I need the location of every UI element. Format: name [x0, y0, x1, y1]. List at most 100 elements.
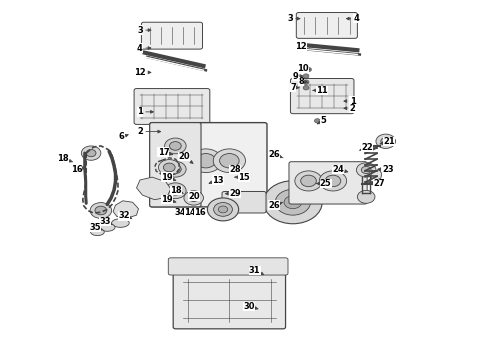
- Circle shape: [163, 163, 175, 172]
- Text: 24: 24: [332, 165, 348, 174]
- Circle shape: [356, 163, 376, 177]
- Text: 14: 14: [184, 208, 196, 217]
- Text: 13: 13: [209, 176, 224, 185]
- Circle shape: [284, 196, 302, 209]
- FancyBboxPatch shape: [150, 123, 267, 207]
- FancyBboxPatch shape: [173, 271, 286, 329]
- Circle shape: [303, 80, 309, 84]
- Circle shape: [306, 67, 312, 72]
- Ellipse shape: [99, 224, 115, 231]
- Text: 20: 20: [188, 192, 200, 201]
- Circle shape: [190, 149, 222, 172]
- Text: 7: 7: [290, 83, 299, 92]
- Text: 25: 25: [317, 179, 332, 188]
- Circle shape: [90, 203, 112, 219]
- Circle shape: [207, 198, 239, 221]
- Text: 6: 6: [119, 132, 128, 141]
- Text: 5: 5: [318, 116, 326, 125]
- Text: 9: 9: [293, 72, 303, 81]
- Text: 8: 8: [298, 77, 308, 86]
- Circle shape: [325, 175, 341, 187]
- Text: 15: 15: [235, 173, 250, 182]
- Circle shape: [170, 165, 181, 174]
- Ellipse shape: [112, 219, 129, 227]
- Circle shape: [81, 146, 101, 160]
- Text: 3: 3: [287, 14, 300, 23]
- FancyBboxPatch shape: [150, 123, 201, 207]
- Text: 2: 2: [344, 104, 355, 113]
- Circle shape: [170, 141, 181, 150]
- Circle shape: [165, 161, 186, 177]
- Text: 33: 33: [99, 217, 112, 226]
- Text: 12: 12: [134, 68, 151, 77]
- Text: 2: 2: [137, 127, 161, 136]
- Text: 23: 23: [378, 165, 394, 174]
- Text: 22: 22: [360, 143, 373, 152]
- Text: 11: 11: [313, 86, 328, 95]
- Circle shape: [214, 203, 232, 216]
- Text: 4: 4: [137, 44, 151, 53]
- Circle shape: [184, 191, 203, 205]
- Text: 26: 26: [269, 201, 283, 210]
- Text: 27: 27: [370, 179, 385, 188]
- FancyBboxPatch shape: [296, 13, 357, 39]
- FancyBboxPatch shape: [168, 258, 288, 275]
- Text: 28: 28: [229, 165, 241, 174]
- Circle shape: [303, 74, 309, 78]
- Text: 12: 12: [295, 42, 312, 51]
- Circle shape: [219, 206, 228, 213]
- Polygon shape: [113, 201, 139, 218]
- FancyBboxPatch shape: [142, 22, 202, 49]
- Circle shape: [170, 186, 181, 195]
- Circle shape: [196, 154, 216, 168]
- Text: 18: 18: [57, 154, 72, 163]
- Text: 32: 32: [119, 211, 132, 220]
- Text: 17: 17: [158, 148, 172, 157]
- Circle shape: [376, 134, 395, 148]
- Circle shape: [303, 86, 309, 90]
- Text: 1: 1: [137, 107, 153, 116]
- Text: 16: 16: [71, 165, 85, 174]
- Circle shape: [95, 206, 107, 215]
- Text: 31: 31: [249, 266, 264, 275]
- Circle shape: [165, 138, 186, 154]
- Circle shape: [159, 159, 180, 175]
- Ellipse shape: [91, 228, 104, 235]
- Circle shape: [381, 138, 391, 145]
- Polygon shape: [137, 177, 171, 200]
- Circle shape: [165, 149, 197, 172]
- FancyBboxPatch shape: [222, 192, 266, 213]
- Text: 34: 34: [175, 208, 186, 217]
- Text: 35: 35: [89, 223, 102, 232]
- Circle shape: [213, 149, 245, 172]
- Circle shape: [357, 190, 375, 203]
- Text: 4: 4: [346, 14, 359, 23]
- Text: 30: 30: [243, 302, 258, 311]
- Polygon shape: [370, 170, 382, 181]
- Text: 19: 19: [161, 195, 176, 204]
- FancyBboxPatch shape: [289, 162, 367, 204]
- Circle shape: [86, 149, 96, 157]
- Text: 26: 26: [269, 150, 283, 159]
- Text: 3: 3: [137, 26, 151, 35]
- Text: 21: 21: [380, 137, 395, 146]
- Text: 20: 20: [178, 152, 193, 163]
- Text: 18: 18: [170, 186, 183, 195]
- Circle shape: [264, 181, 322, 224]
- Circle shape: [319, 171, 346, 191]
- Circle shape: [315, 119, 320, 123]
- FancyBboxPatch shape: [291, 78, 354, 114]
- Circle shape: [275, 189, 311, 215]
- Circle shape: [295, 171, 322, 191]
- Circle shape: [172, 154, 191, 168]
- Text: 16: 16: [194, 208, 206, 217]
- Circle shape: [165, 183, 186, 199]
- FancyBboxPatch shape: [134, 89, 210, 125]
- Circle shape: [189, 194, 198, 202]
- Text: 1: 1: [344, 96, 355, 105]
- Circle shape: [301, 175, 317, 187]
- Circle shape: [361, 166, 371, 174]
- Text: 10: 10: [297, 64, 310, 73]
- Circle shape: [220, 154, 239, 168]
- Text: 29: 29: [225, 189, 241, 198]
